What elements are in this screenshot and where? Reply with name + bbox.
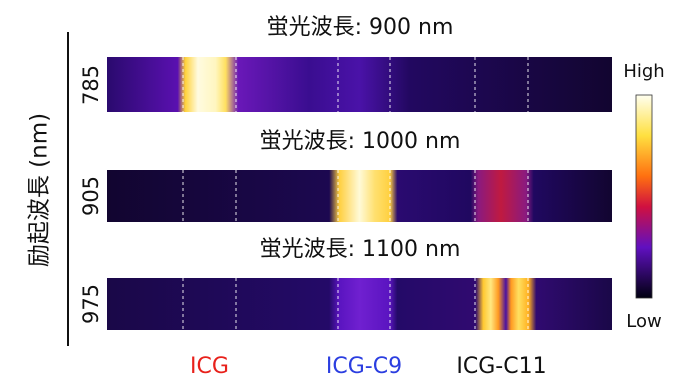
panel-title: 蛍光波長: 900 nm (267, 15, 454, 40)
sample-labels: ICG ICG-C9 ICG-C11 (190, 354, 547, 379)
colorbar-high: High (623, 61, 664, 82)
excitation-label: 905 (79, 176, 103, 216)
figure: 励起波長 (nm) 蛍光波長: 900 nm 785 蛍光波長: 1000 nm… (0, 0, 693, 387)
panel: 蛍光波長: 900 nm 785 (79, 15, 612, 112)
panel: 蛍光波長: 1100 nm 975 (79, 237, 612, 330)
colorbar-low: Low (626, 311, 661, 332)
excitation-label: 785 (79, 65, 103, 105)
sample-label: ICG-C9 (326, 354, 402, 379)
y-axis-label: 励起波長 (nm) (27, 113, 53, 267)
excitation-label: 975 (79, 284, 103, 324)
panel-title: 蛍光波長: 1000 nm (260, 129, 461, 154)
sample-label: ICG-C11 (456, 354, 546, 379)
colorbar (636, 95, 652, 298)
sample-label: ICG (190, 354, 229, 379)
panel: 蛍光波長: 1000 nm 905 (79, 129, 612, 222)
panel-title: 蛍光波長: 1100 nm (260, 237, 461, 262)
